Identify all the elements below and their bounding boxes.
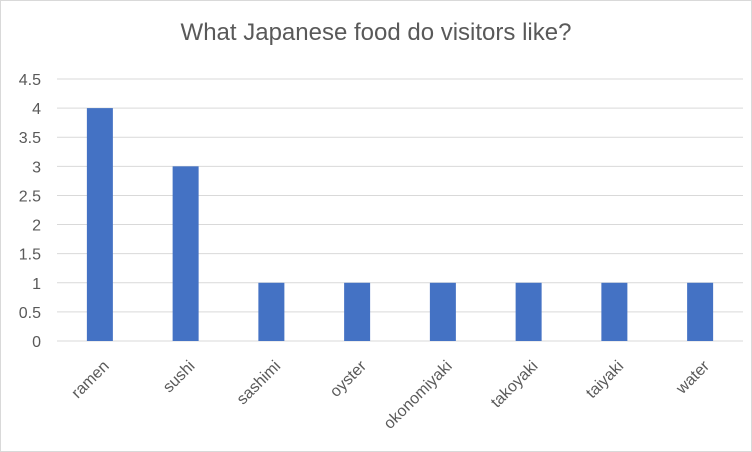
- y-tick-label: 3.5: [19, 130, 41, 147]
- x-tick-label: takoyaki: [488, 358, 542, 412]
- bar-oyster: [344, 282, 371, 341]
- x-tick-label: taiyaki: [583, 358, 627, 402]
- y-tick-label: 3: [32, 159, 41, 176]
- x-tick-label: water: [673, 357, 714, 398]
- x-tick-label: okonomiyaki: [381, 358, 456, 433]
- bars: [86, 108, 714, 341]
- x-tick-label: oyster: [327, 357, 370, 400]
- y-tick-label: 1: [32, 276, 41, 293]
- x-tick-label: sashimi: [234, 358, 284, 408]
- x-tick-label: ramen: [69, 358, 113, 402]
- bar-takoyaki: [515, 282, 542, 341]
- y-tick-label: 2.5: [19, 188, 41, 205]
- y-tick-label: 1.5: [19, 247, 41, 264]
- y-tick-label: 0.5: [19, 305, 41, 322]
- bar-sushi: [172, 166, 199, 341]
- bar-okonomiyaki: [429, 282, 456, 341]
- bar-sashimi: [258, 282, 285, 341]
- y-tick-label: 2: [32, 218, 41, 235]
- x-tick-label: sushi: [160, 358, 198, 396]
- y-tick-label: 4.5: [19, 72, 41, 89]
- axes: 0 0.5 1 1.5 2 2.5 3 3.5 4 4.5 ramen sushi sashimi oys…: [19, 72, 714, 433]
- bar-ramen: [86, 108, 113, 341]
- chart-title: What Japanese food do visitors like?: [180, 19, 572, 46]
- bar-water: [687, 282, 714, 341]
- gridlines: [57, 78, 743, 342]
- y-tick-label: 4: [32, 101, 41, 118]
- y-tick-label: 0: [32, 334, 41, 351]
- bar-taiyaki: [601, 282, 628, 341]
